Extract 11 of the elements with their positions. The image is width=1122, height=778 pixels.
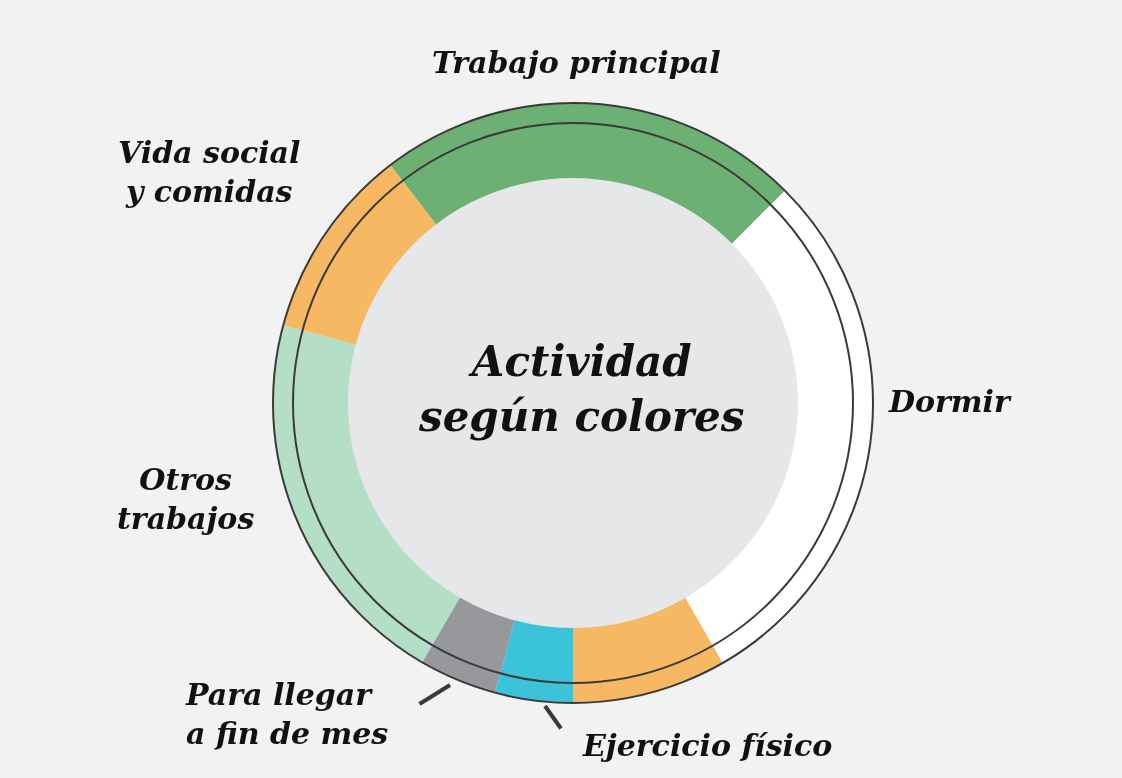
donut-slice (390, 103, 785, 244)
slice-label: Para llegar a fin de mes (185, 677, 389, 751)
text: Actividad según colores (418, 337, 745, 441)
donut-slice (573, 597, 723, 703)
slice-label: Ejercicio físico (582, 728, 833, 763)
slice-label: Vida social y comidas (118, 135, 301, 209)
donut-slice (495, 620, 574, 703)
slice-label: Dormir (888, 384, 1012, 419)
slice-label: Otros trabajos (117, 462, 255, 536)
donut-slice (422, 597, 515, 693)
slice-label: Trabajo principal (432, 45, 721, 80)
